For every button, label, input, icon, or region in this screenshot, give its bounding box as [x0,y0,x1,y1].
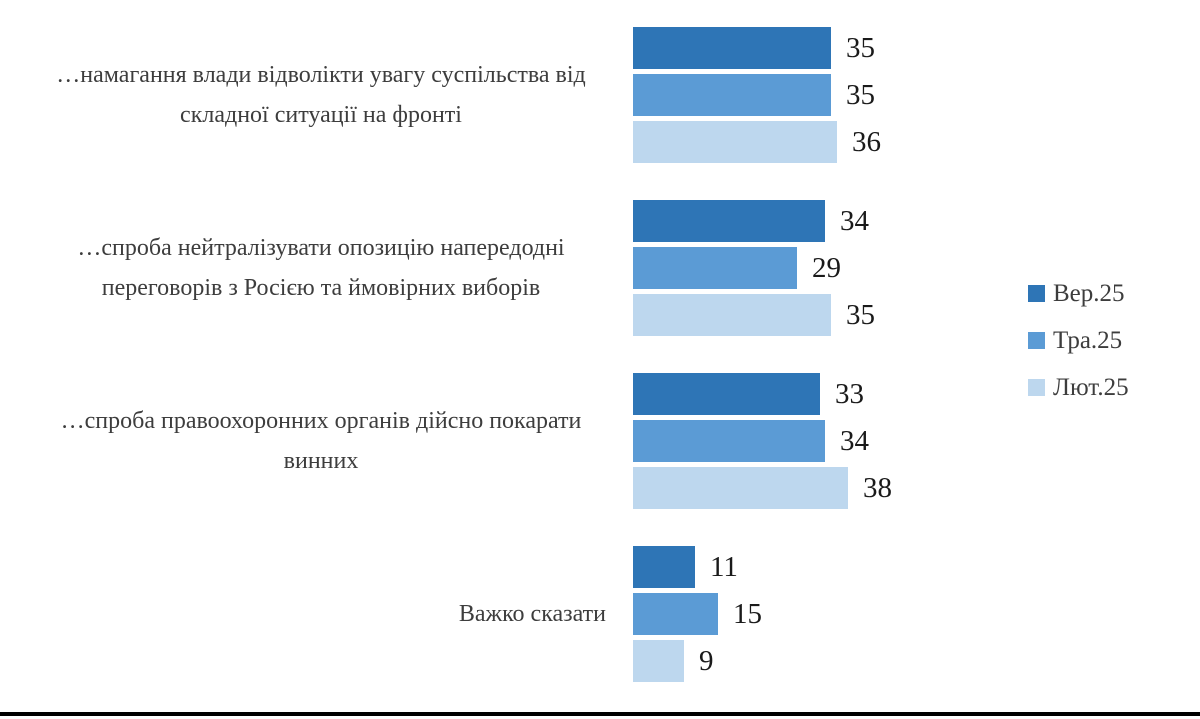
value-label: 15 [733,597,762,630]
category-label-1: …спроба нейтралізувати опозицію напередо… [36,200,606,336]
bar-row: 36 [633,121,881,163]
bar-series-1-category-1 [633,247,797,289]
value-label: 34 [840,204,869,237]
bar-series-0-category-1 [633,200,825,242]
legend-label: Вер.25 [1053,279,1125,307]
category-label-text: …намагання влади відволікти увагу суспіл… [56,62,586,128]
legend-label: Тра.25 [1053,326,1123,354]
category-label-text: Важко сказати [458,601,606,627]
value-label: 35 [846,78,875,111]
value-label: 36 [852,125,881,158]
legend-item-1: Тра.25 [1028,317,1129,364]
bar-series-0-category-0 [633,27,831,69]
bar-series-1-category-2 [633,420,825,462]
bar-row: 9 [633,640,714,682]
bar-series-0-category-3 [633,546,695,588]
category-label-2: …спроба правоохоронних органів дійсно по… [36,373,606,509]
bar-row: 15 [633,593,762,635]
legend-label: Лют.25 [1053,373,1129,401]
legend-swatch-icon [1028,379,1045,396]
value-label: 33 [835,377,864,410]
chart-legend: Вер.25 Тра.25 Лют.25 [1028,270,1129,411]
category-label-0: …намагання влади відволікти увагу суспіл… [36,27,606,163]
bar-series-2-category-2 [633,467,848,509]
bar-row: 38 [633,467,892,509]
category-label-3: Важко сказати [36,546,606,682]
bar-series-2-category-0 [633,121,837,163]
value-label: 35 [846,31,875,64]
value-label: 35 [846,298,875,331]
legend-swatch-icon [1028,285,1045,302]
bar-series-2-category-3 [633,640,684,682]
category-label-text: …спроба правоохоронних органів дійсно по… [60,408,582,474]
bar-row: 35 [633,74,875,116]
bar-row: 33 [633,373,864,415]
bar-row: 34 [633,420,869,462]
legend-swatch-icon [1028,332,1045,349]
bar-series-2-category-1 [633,294,831,336]
value-label: 9 [699,644,714,677]
bottom-rule [0,712,1200,716]
bar-row: 35 [633,27,875,69]
category-label-text: …спроба нейтралізувати опозицію напередо… [77,235,565,301]
bar-series-0-category-2 [633,373,820,415]
value-label: 34 [840,424,869,457]
legend-item-2: Лют.25 [1028,364,1129,411]
bar-row: 35 [633,294,875,336]
bar-series-1-category-3 [633,593,718,635]
bar-series-1-category-0 [633,74,831,116]
bar-row: 11 [633,546,738,588]
bar-row: 29 [633,247,841,289]
bar-row: 34 [633,200,869,242]
value-label: 38 [863,471,892,504]
value-label: 29 [812,251,841,284]
legend-item-0: Вер.25 [1028,270,1129,317]
value-label: 11 [710,550,738,583]
